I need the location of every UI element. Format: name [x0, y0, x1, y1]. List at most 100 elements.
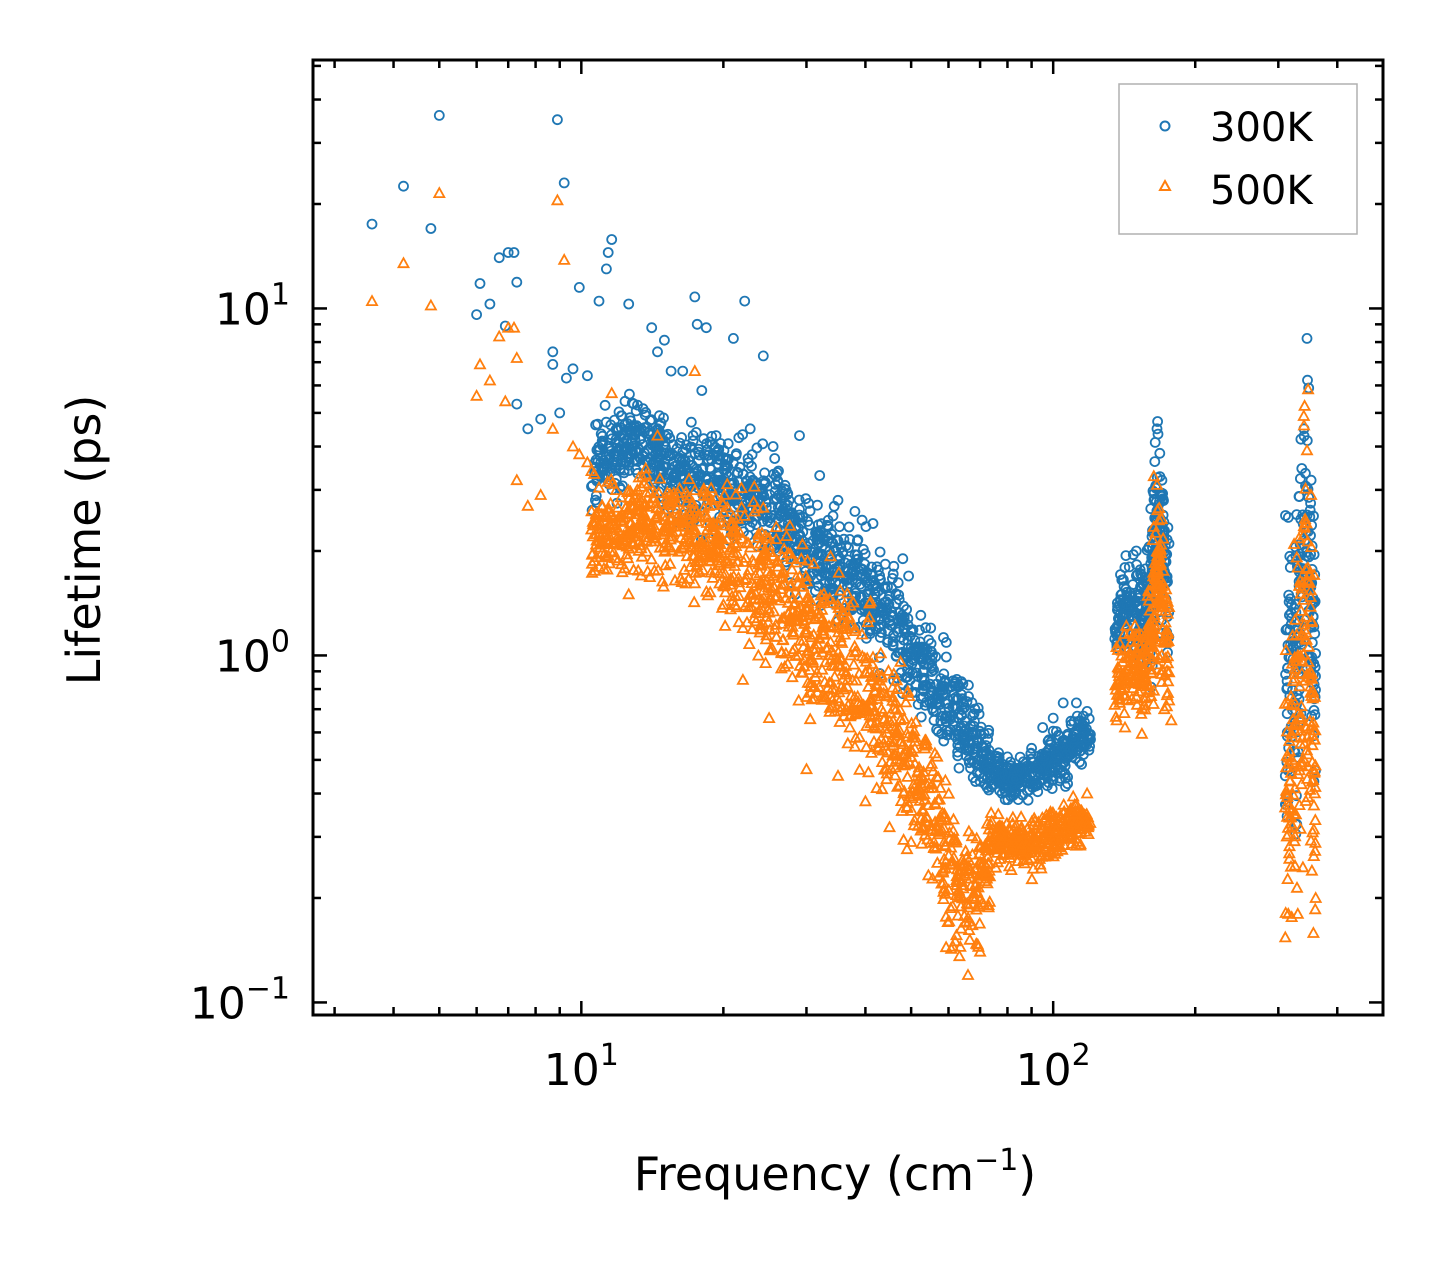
data-point — [1280, 624, 1292, 636]
data-point — [799, 569, 813, 581]
data-point — [822, 514, 834, 526]
data-point — [888, 760, 903, 773]
data-point — [599, 522, 613, 535]
data-point — [935, 683, 947, 695]
data-point — [1047, 712, 1059, 724]
data-point — [1298, 481, 1313, 494]
data-point — [1121, 598, 1133, 610]
data-point — [757, 488, 768, 500]
data-point — [848, 624, 862, 636]
data-point — [751, 648, 765, 661]
data-point — [606, 433, 618, 445]
data-point — [889, 702, 903, 715]
tick-label-base: 10 — [215, 284, 271, 335]
data-point — [947, 720, 959, 731]
data-point — [697, 500, 711, 513]
data-point — [961, 730, 973, 742]
data-point — [1156, 531, 1170, 544]
data-point — [968, 727, 979, 739]
data-point — [1308, 786, 1322, 799]
data-point — [621, 433, 633, 445]
data-point — [942, 883, 956, 895]
data-point — [1037, 722, 1049, 733]
data-point — [802, 644, 816, 656]
data-point — [1147, 520, 1161, 532]
data-point — [659, 334, 670, 346]
data-point — [858, 794, 872, 807]
data-point — [985, 814, 999, 827]
data-point — [735, 531, 749, 544]
data-point — [949, 700, 961, 712]
data-point — [1118, 574, 1129, 586]
data-point — [628, 529, 642, 542]
data-point — [807, 556, 821, 569]
data-point — [1027, 828, 1041, 841]
data-point — [648, 521, 662, 534]
data-point — [822, 519, 833, 531]
data-point — [651, 509, 665, 522]
data-point — [657, 509, 671, 522]
data-point — [831, 645, 845, 658]
data-point — [886, 690, 900, 703]
data-point — [938, 838, 952, 851]
data-point — [704, 481, 718, 494]
data-point — [815, 611, 829, 624]
data-point — [1308, 813, 1322, 825]
data-point — [779, 479, 791, 491]
data-point — [810, 665, 824, 678]
data-point — [962, 853, 976, 866]
data-point — [947, 850, 961, 863]
data-point — [1306, 773, 1320, 785]
legend-marker-500k — [1158, 178, 1172, 191]
data-point — [968, 708, 980, 719]
data-point — [1305, 755, 1319, 768]
data-point — [511, 276, 523, 288]
data-point — [1157, 577, 1171, 590]
data-point — [847, 657, 861, 670]
data-point — [1157, 702, 1171, 715]
data-point — [1292, 531, 1306, 544]
data-point — [1282, 846, 1296, 859]
data-point — [1283, 744, 1297, 757]
data-point — [763, 643, 777, 656]
data-point — [1109, 682, 1123, 695]
data-point — [1146, 697, 1161, 709]
data-point — [823, 705, 837, 717]
data-point — [906, 624, 917, 636]
data-point — [664, 432, 676, 444]
data-point — [1305, 738, 1319, 751]
data-point — [634, 538, 648, 551]
data-point — [605, 386, 619, 399]
data-point — [470, 388, 484, 401]
data-point — [604, 460, 616, 472]
data-point — [834, 651, 848, 664]
data-point — [1301, 534, 1315, 547]
data-point — [789, 513, 801, 525]
data-point — [1305, 615, 1319, 628]
data-point — [901, 684, 915, 697]
data-point — [1293, 763, 1307, 776]
data-point — [860, 651, 874, 664]
data-point — [729, 487, 743, 500]
data-point — [1138, 698, 1152, 711]
data-point — [979, 843, 993, 856]
data-point — [676, 504, 690, 517]
data-point — [621, 551, 635, 564]
y-tick-label: 10−1 — [190, 971, 290, 1029]
data-point — [732, 475, 744, 487]
data-point — [550, 193, 564, 206]
data-point — [775, 617, 789, 629]
data-point — [815, 689, 829, 702]
data-point — [1081, 818, 1096, 831]
data-point — [1293, 679, 1307, 692]
data-point — [818, 535, 830, 547]
data-point — [751, 592, 765, 605]
data-point — [926, 780, 940, 793]
data-point — [585, 504, 599, 517]
data-point — [674, 571, 688, 584]
data-point — [1014, 781, 1026, 793]
data-point — [1130, 644, 1144, 657]
data-point — [720, 477, 734, 490]
data-point — [683, 507, 697, 519]
data-point — [948, 934, 962, 947]
